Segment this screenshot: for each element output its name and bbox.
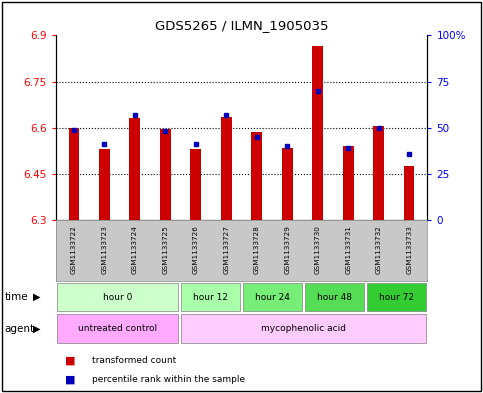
Text: hour 48: hour 48 <box>317 293 352 301</box>
Bar <box>343 146 354 220</box>
Text: mycophenolic acid: mycophenolic acid <box>261 324 346 333</box>
Text: GSM1133725: GSM1133725 <box>162 225 168 274</box>
Bar <box>129 119 140 220</box>
Text: GSM1133728: GSM1133728 <box>254 225 260 274</box>
Text: untreated control: untreated control <box>78 324 157 333</box>
Bar <box>282 148 293 220</box>
Bar <box>181 283 240 311</box>
Bar <box>305 283 364 311</box>
Text: GSM1133726: GSM1133726 <box>193 225 199 274</box>
Bar <box>404 166 414 220</box>
Text: ▶: ▶ <box>32 292 40 302</box>
Bar <box>99 149 110 220</box>
Text: ■: ■ <box>65 356 76 366</box>
Text: GSM1133727: GSM1133727 <box>223 225 229 274</box>
Text: GSM1133733: GSM1133733 <box>406 225 412 274</box>
Text: transformed count: transformed count <box>92 356 176 365</box>
Text: GSM1133729: GSM1133729 <box>284 225 290 274</box>
Text: GSM1133732: GSM1133732 <box>376 225 382 274</box>
Bar <box>69 128 79 220</box>
Text: GSM1133722: GSM1133722 <box>71 225 77 274</box>
Text: hour 12: hour 12 <box>193 293 228 301</box>
Bar <box>190 149 201 220</box>
Bar <box>373 126 384 220</box>
Bar <box>57 314 178 343</box>
Bar <box>160 129 170 220</box>
Bar <box>313 46 323 220</box>
Bar <box>367 283 426 311</box>
Text: GSM1133730: GSM1133730 <box>315 225 321 274</box>
Text: GDS5265 / ILMN_1905035: GDS5265 / ILMN_1905035 <box>155 19 328 32</box>
Text: time: time <box>5 292 28 302</box>
Text: ▶: ▶ <box>32 323 40 334</box>
Bar <box>57 283 178 311</box>
Bar <box>252 132 262 220</box>
Text: agent: agent <box>5 323 35 334</box>
Text: hour 0: hour 0 <box>103 293 132 301</box>
Text: percentile rank within the sample: percentile rank within the sample <box>92 375 245 384</box>
Text: hour 72: hour 72 <box>379 293 414 301</box>
Bar <box>221 117 231 220</box>
Text: GSM1133724: GSM1133724 <box>132 225 138 274</box>
Text: GSM1133723: GSM1133723 <box>101 225 107 274</box>
Text: hour 24: hour 24 <box>255 293 290 301</box>
Bar <box>181 314 426 343</box>
Bar <box>243 283 302 311</box>
Text: GSM1133731: GSM1133731 <box>345 225 351 274</box>
Text: ■: ■ <box>65 374 76 384</box>
